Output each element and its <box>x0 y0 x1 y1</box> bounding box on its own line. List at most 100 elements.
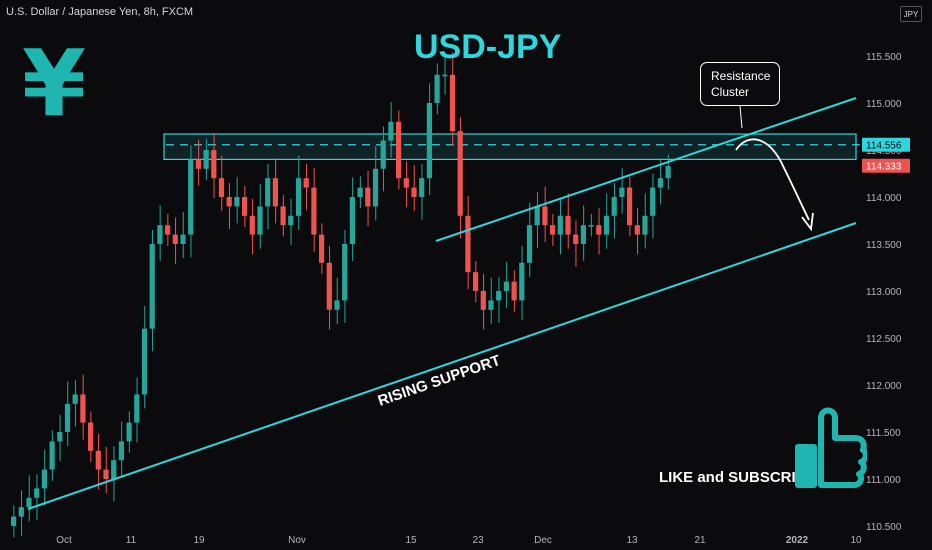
candle-body <box>157 225 163 244</box>
callout-pointer <box>739 105 743 129</box>
projection-arrowhead <box>801 212 814 232</box>
candle-body <box>165 225 171 235</box>
candle-body <box>434 74 440 103</box>
candle-body <box>272 178 278 207</box>
price-tag-box <box>862 137 910 152</box>
candle-body <box>203 150 209 169</box>
chart-title: USD-JPY <box>414 28 562 66</box>
candle-body <box>319 234 325 263</box>
x-tick-label: Oct <box>56 535 72 546</box>
price-tag-box <box>862 158 910 173</box>
candle-body <box>573 234 579 244</box>
candle-body <box>326 262 332 310</box>
candle-body <box>603 215 610 235</box>
candle-body <box>234 197 240 207</box>
candle-body <box>195 159 201 169</box>
price-tag-label: 114.556 <box>866 141 902 152</box>
candle-body <box>580 225 586 244</box>
candle-body <box>211 150 217 179</box>
candle-body <box>557 215 563 235</box>
candle-body <box>657 178 663 188</box>
y-tick-label: 111.000 <box>866 475 901 486</box>
candle-body <box>550 225 556 235</box>
candle-body <box>41 469 47 489</box>
y-tick-label: 110.500 <box>866 522 902 533</box>
candle-body <box>118 441 124 461</box>
candle-body <box>419 178 425 197</box>
candle-body <box>342 244 348 301</box>
candle-body <box>188 159 194 235</box>
callout-line-2: Cluster <box>711 85 750 99</box>
candle-body <box>18 507 24 517</box>
rising-support-line <box>27 222 857 510</box>
candle-body <box>249 215 255 235</box>
callout-line-1: Resistance <box>711 69 771 83</box>
candle-body <box>634 225 640 235</box>
candle-body <box>57 432 63 442</box>
candle-body <box>449 74 456 132</box>
projection-arrow <box>735 138 810 221</box>
candle-body <box>665 165 671 179</box>
channel-upper-line <box>435 97 857 242</box>
candle-body <box>134 394 140 423</box>
candle-body <box>442 74 448 77</box>
candle-body <box>357 187 363 197</box>
candle-body <box>80 394 86 423</box>
currency-badge[interactable]: JPY <box>900 6 922 22</box>
yen-icon: ¥ <box>22 30 87 137</box>
candle-body <box>596 225 602 235</box>
candle-body <box>565 215 571 235</box>
candle-body <box>64 403 71 432</box>
y-tick-label: 115.500 <box>866 52 902 63</box>
resistance-zone <box>163 133 857 161</box>
candle-body <box>311 187 317 235</box>
candle-body <box>457 131 463 216</box>
x-tick-label: Dec <box>534 535 552 546</box>
y-tick-label: 112.500 <box>866 334 902 345</box>
candle-body <box>72 394 78 404</box>
x-tick-label: 11 <box>126 535 137 546</box>
candle-body <box>611 197 617 216</box>
candle-body <box>365 187 371 207</box>
candle-body <box>149 244 155 329</box>
x-tick-label: 21 <box>694 535 706 546</box>
candle-body <box>349 197 355 244</box>
x-tick-label: 10 <box>850 535 862 546</box>
x-tick-label: 15 <box>405 535 417 546</box>
candle-body <box>542 206 548 226</box>
candle-body <box>26 497 32 508</box>
price-tag-label: 114.333 <box>866 162 902 173</box>
candle-body <box>288 215 294 226</box>
thumbs-up-icon <box>795 407 867 488</box>
candle-body <box>295 178 302 216</box>
y-tick-label: 111.500 <box>866 428 901 439</box>
candle-body <box>496 291 502 301</box>
candle-body <box>11 516 17 526</box>
candle-body <box>465 215 471 273</box>
candle-body <box>49 441 55 470</box>
y-tick-label: 113.000 <box>866 287 902 298</box>
candle-body <box>180 234 186 244</box>
candle-body <box>642 215 648 235</box>
candle-body <box>280 206 286 226</box>
candle-body <box>103 469 109 479</box>
x-tick-label: 23 <box>472 535 484 546</box>
candle-body <box>111 460 117 479</box>
candle-body <box>303 178 309 188</box>
candle-body <box>172 234 178 244</box>
candle-body <box>619 187 625 197</box>
candle-body <box>242 197 248 216</box>
candle-body <box>372 168 379 207</box>
like-subscribe-text: LIKE and SUBSCRIBE <box>659 469 817 486</box>
x-tick-label: 13 <box>626 535 638 546</box>
candle-body <box>411 187 417 197</box>
resistance-callout: Resistance Cluster <box>700 62 780 106</box>
y-tick-label: 115.000 <box>866 99 902 110</box>
candle-body <box>511 281 517 301</box>
x-tick-label: 2022 <box>786 535 809 546</box>
y-tick-label: 113.500 <box>866 240 902 251</box>
candle-body <box>650 187 656 216</box>
symbol-info: U.S. Dollar / Japanese Yen, 8h, FXCM <box>6 6 194 18</box>
candle-body <box>488 300 494 310</box>
candle-body <box>265 178 271 207</box>
